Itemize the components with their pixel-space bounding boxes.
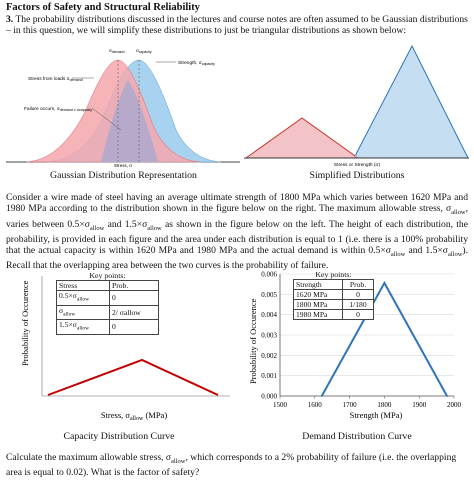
- demand-key-box: Key points: Strength Prob. 1620 MPa 0 18…: [293, 270, 374, 320]
- overlap-region: [101, 80, 158, 162]
- paragraph-part-2: , varies between 0.5×σ: [6, 203, 468, 230]
- capacity-key-prob: 0: [109, 290, 159, 306]
- capacity-line: [47, 358, 219, 396]
- paragraph-sub-4: allow: [390, 250, 406, 258]
- capacity-ylabel: Probability of Occurence: [20, 280, 30, 366]
- demand-xtick-label: 1600: [308, 401, 323, 409]
- paragraph-part-6: ). Recall that the overlapping area betw…: [6, 245, 468, 272]
- demand-ytick-label: 0.003: [261, 332, 277, 340]
- demand-key-strength: 1980 MPa: [293, 309, 343, 320]
- demand-triangle: [244, 117, 360, 159]
- capacity-key-header: Prob.: [109, 280, 159, 291]
- demand-point: [383, 282, 386, 284]
- failure-pointer: [91, 107, 122, 131]
- label-stress-loads: Stress from loads σdemand: [28, 76, 83, 82]
- capacity-chart: Probability of Occurence Stress, σallow …: [20, 276, 230, 422]
- paragraph-part-4: as shown in the figure below on the left…: [6, 218, 468, 257]
- demand-xtick-label: 1900: [412, 401, 427, 409]
- capacity-caption: Capacity Distribution Curve: [63, 431, 175, 442]
- demand-xtick-label: 1800: [377, 401, 392, 409]
- demand-ytick-label: 0.000: [261, 393, 277, 401]
- demand-xtick-label: 1700: [343, 401, 358, 409]
- demand-ytick-label: 0.004: [261, 311, 277, 319]
- capacity-key-stress: 0.5×σallow: [56, 290, 110, 306]
- demand-ylabel: Probability of Occurence: [248, 298, 258, 384]
- demand-key-prob: 0: [342, 289, 374, 300]
- capacity-key-stress: 1.5×σallow: [56, 319, 110, 335]
- capacity-triangle: [353, 44, 469, 159]
- top-label-capacity: σcapacity: [136, 48, 152, 54]
- capacity-xlabel: Stress, σallow (MPa): [101, 410, 167, 422]
- label-failure: Failure occurs, σdemand ≥ σcapacity: [24, 106, 92, 112]
- paragraph-sub-2: allow: [89, 224, 105, 232]
- paragraph-part-5: and 1.5×σ: [405, 245, 448, 256]
- simplified-caption: Simplified Distributions: [309, 170, 405, 181]
- capacity-key-row: σallow 2/ σallow: [56, 304, 159, 321]
- demand-key-header: Prob.: [342, 279, 374, 290]
- problem-paragraph: Consider a wire made of steel having an …: [6, 192, 468, 272]
- demand-key-prob: 0: [342, 309, 374, 320]
- simplified-xlabel: Stress or Strength (σ): [334, 162, 381, 168]
- closing-part-1: Calculate the maximum allowable stress, …: [6, 452, 172, 463]
- demand-key-row: 1980 MPa 0: [293, 309, 374, 320]
- paragraph-part-1: Consider a wire made of steel having an …: [6, 192, 468, 215]
- closing-question: Calculate the maximum allowable stress, …: [6, 452, 468, 479]
- demand-key-strength: 1800 MPa: [293, 299, 343, 310]
- demand-key-strength: 1620 MPa: [293, 289, 343, 300]
- gaussian-xlabel: Stress, σ: [114, 163, 132, 168]
- paragraph-part-3: and 1.5×σ: [104, 218, 148, 230]
- capacity-key-stress: σallow: [56, 304, 110, 321]
- capacity-key-box: Key points: Stress Prob. 0.5×σallow 0 σa…: [56, 271, 159, 335]
- gaussian-caption: Gaussian Distribution Representation: [50, 170, 197, 181]
- capacity-key-title: Key points:: [89, 271, 126, 280]
- demand-xtick-label: 1500: [273, 401, 288, 409]
- closing-part-2: , which corresponds to a 2% probability …: [6, 452, 457, 479]
- top-label-demand: σdemand: [109, 48, 124, 54]
- gaussian-figure: σdemand σcapacity Strength, σcapacity St…: [6, 48, 240, 168]
- paragraph-sub-1: allow: [451, 209, 466, 217]
- demand-xlabel: Strength (MPa): [350, 410, 403, 420]
- demand-point: [320, 395, 323, 397]
- question-intro: 3. The probability distributions discuss…: [6, 14, 468, 36]
- page-title: Factors of Safety and Structural Reliabi…: [6, 2, 200, 13]
- triangle-overlap: [354, 154, 358, 158]
- paragraph-sub-5: allow: [447, 250, 463, 258]
- simplified-figure: Stress or Strength (σ): [244, 44, 469, 168]
- demand-key-row: 1800 MPa 1/180: [293, 299, 374, 310]
- demand-caption: Demand Distribution Curve: [302, 431, 412, 442]
- capacity-key-row: 1.5×σallow 0: [56, 319, 159, 335]
- demand-key-row: 1620 MPa 0: [293, 289, 374, 300]
- demand-key-title: Key points:: [315, 270, 352, 279]
- demand-point: [446, 395, 448, 397]
- demand-key-header: Strength: [293, 279, 343, 290]
- capacity-key-prob: 0: [109, 319, 159, 335]
- demand-key-table: Strength Prob. 1620 MPa 0 1800 MPa 1/180…: [293, 279, 374, 320]
- demand-ytick-label: 0.001: [261, 372, 277, 380]
- paragraph-sub-3: allow: [147, 224, 162, 232]
- closing-sub: allow: [171, 457, 186, 465]
- label-strength: Strength, σcapacity: [178, 60, 215, 66]
- capacity-key-header-row: Stress Prob.: [56, 280, 159, 291]
- capacity-key-table: Stress Prob. 0.5×σallow 0 σallow 2/ σall…: [56, 280, 159, 335]
- demand-key-header-row: Strength Prob.: [293, 279, 374, 290]
- demand-ytick-label: 0.006: [261, 271, 277, 279]
- demand-key-prob: 1/180: [342, 299, 374, 310]
- question-text: The probability distributions discussed …: [6, 14, 468, 37]
- question-number: 3.: [6, 14, 14, 25]
- demand-ytick-label: 0.002: [261, 352, 277, 360]
- capacity-key-header: Stress: [56, 280, 110, 291]
- demand-xtick-label: 2000: [447, 401, 462, 409]
- capacity-key-row: 0.5×σallow 0: [56, 290, 159, 306]
- capacity-key-prob: 2/ σallow: [109, 304, 159, 321]
- demand-ytick-label: 0.005: [261, 291, 277, 299]
